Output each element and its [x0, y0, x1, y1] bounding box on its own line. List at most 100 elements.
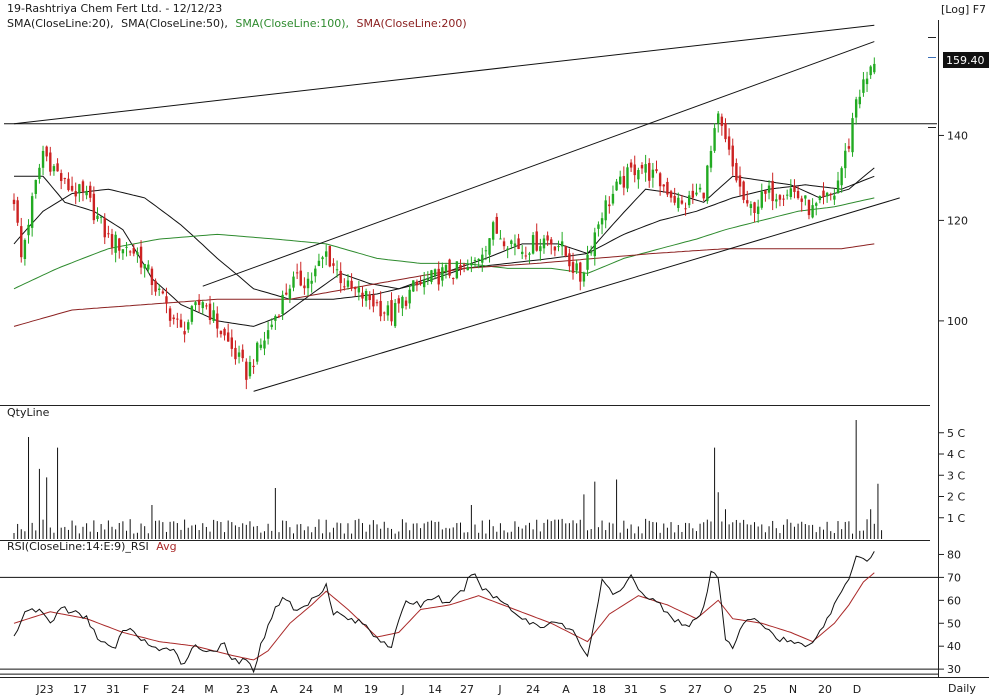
candle-body: [346, 280, 350, 287]
candle-body: [619, 176, 622, 185]
candle-body: [372, 294, 375, 307]
candle-body: [299, 270, 302, 286]
time-tick-label: J: [400, 683, 404, 696]
candle-body: [858, 96, 861, 105]
candle-body: [778, 195, 782, 200]
candle-body: [190, 306, 194, 322]
candle-body: [854, 99, 858, 118]
candle-body: [364, 291, 368, 301]
candle-body: [597, 224, 600, 229]
candle-body: [263, 340, 266, 349]
legend-sma50: SMA(CloseLine:50),: [121, 17, 228, 30]
candle-body: [314, 268, 317, 277]
volume-title: QtyLine: [7, 406, 50, 419]
candle-body: [107, 233, 110, 235]
candle-body: [477, 258, 480, 261]
time-tick-label: A: [562, 683, 570, 696]
time-tick-label: 18: [592, 683, 606, 696]
rsi-tick-label: 60: [947, 594, 961, 607]
candle-body: [611, 193, 615, 204]
candle-body: [481, 254, 484, 263]
candle-body: [658, 173, 662, 187]
log-scale-toggle[interactable]: [Log] F7: [941, 3, 986, 16]
candle-body: [415, 281, 419, 286]
candle-body: [629, 162, 633, 168]
candle-body: [285, 292, 288, 295]
time-tick-label: 23: [236, 683, 250, 696]
time-tick-label: F: [143, 683, 149, 696]
candle-body: [441, 267, 444, 281]
rsi-tick-label: 50: [947, 617, 961, 630]
candle-body: [466, 266, 469, 271]
candle-body: [502, 241, 506, 247]
candle-body: [16, 200, 19, 223]
candle-body: [517, 238, 520, 250]
candle-body: [648, 162, 651, 181]
candle-body: [851, 118, 854, 153]
volume-tick-label: 5 C: [947, 427, 965, 440]
rsi-line: [13, 551, 875, 674]
candle-body: [731, 145, 734, 167]
candle-body: [499, 238, 502, 240]
rsi-panel[interactable]: RSI(CloseLine:14:E:9)_RSI Avg 80 70 60 50 40…: [0, 540, 961, 676]
candle-body: [582, 272, 586, 282]
candle-body: [571, 262, 575, 273]
candle-body: [448, 259, 451, 276]
volume-panel[interactable]: QtyLine 5 C 4 C 3 C 2 C 1 C: [7, 406, 965, 539]
candle-body: [241, 349, 244, 359]
candle-body: [212, 310, 215, 321]
candle-body: [513, 243, 517, 246]
candle-body: [386, 305, 390, 316]
candle-body: [524, 255, 528, 257]
candle-body: [702, 192, 705, 199]
candle-body: [256, 342, 259, 362]
candle-body: [38, 167, 41, 179]
candle-body: [165, 296, 168, 304]
candle-body: [339, 270, 342, 284]
candle-body: [673, 195, 676, 203]
interval-label[interactable]: Daily: [948, 682, 976, 695]
candle-body: [328, 245, 332, 267]
candle-body: [67, 178, 70, 191]
candle-body: [343, 286, 346, 288]
price-panel[interactable]: 100 120 140: [4, 24, 968, 392]
candle-body: [807, 199, 811, 216]
time-tick-label: 24: [526, 683, 540, 696]
candle-body: [528, 253, 531, 255]
legend-sma200: SMA(CloseLine:200): [357, 17, 467, 30]
candle-body: [375, 302, 379, 304]
candle-body: [30, 196, 34, 228]
candle-body: [753, 202, 756, 213]
candle-body: [822, 190, 825, 197]
candle-body: [132, 247, 135, 254]
candle-body: [862, 79, 865, 93]
last-price-marker: 159.40: [928, 37, 989, 128]
candle-body: [121, 249, 125, 254]
sma-line-1: [13, 175, 875, 300]
candle-body: [332, 263, 335, 266]
candle-body: [197, 299, 201, 305]
candle-body: [695, 192, 698, 195]
candle-body: [793, 185, 796, 192]
candle-body: [110, 234, 114, 248]
candle-body: [41, 150, 45, 168]
candle-body: [59, 173, 63, 182]
candle-body: [74, 191, 77, 197]
candle-body: [677, 197, 680, 208]
candle-body: [604, 200, 607, 221]
candle-body: [139, 246, 143, 268]
time-tick-label: M: [333, 683, 343, 696]
candle-body: [633, 164, 636, 176]
candle-body: [680, 200, 684, 204]
candle-body: [172, 317, 175, 320]
candle-body: [270, 324, 273, 328]
candle-body: [187, 322, 190, 330]
candle-body: [684, 208, 687, 210]
candle-body: [615, 181, 618, 191]
time-tick-label: N: [789, 683, 797, 696]
candle-body: [760, 191, 763, 208]
candle-body: [586, 254, 589, 270]
candle-body: [259, 344, 263, 348]
candle-body: [535, 231, 538, 251]
